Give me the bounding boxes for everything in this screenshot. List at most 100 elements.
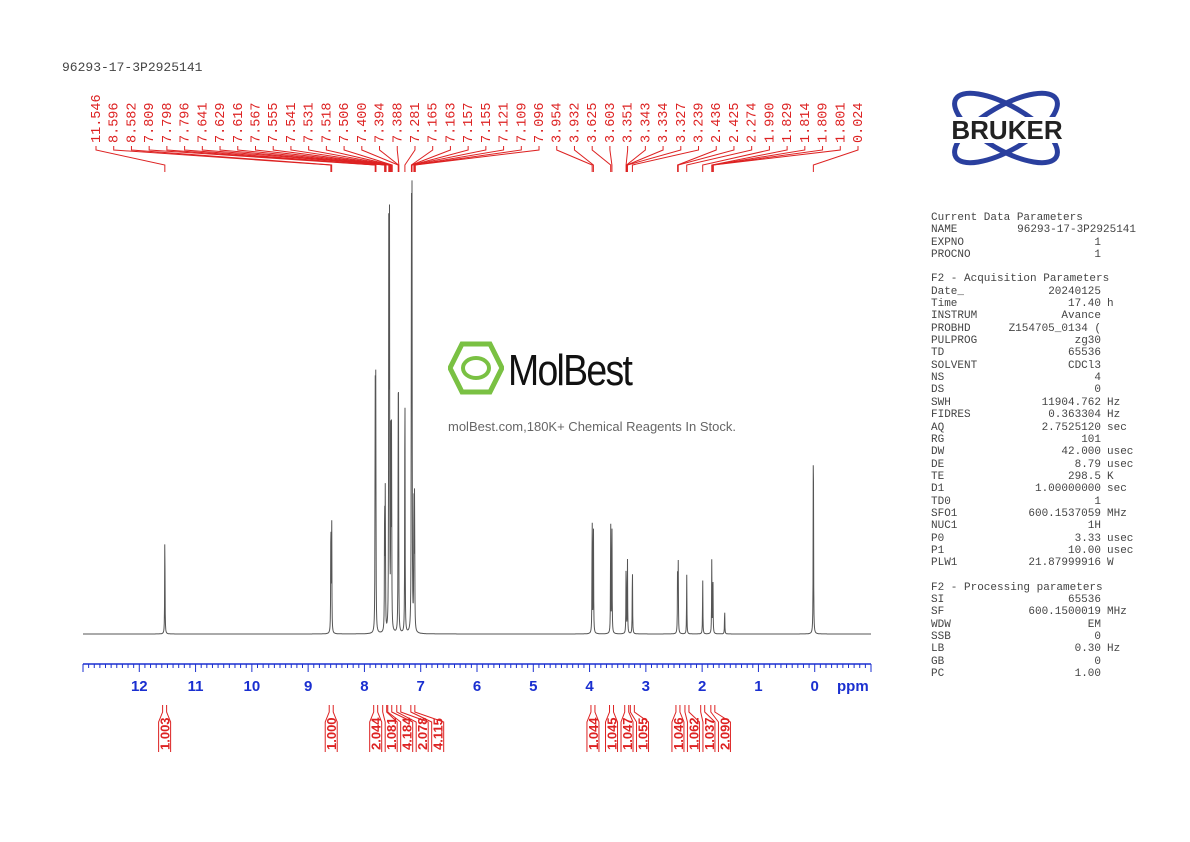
parameter-value: 3.33 — [1074, 532, 1101, 545]
peak-label: 7.400 — [356, 102, 371, 143]
parameter-unit: h — [1107, 298, 1114, 311]
peak-label: 7.163 — [444, 102, 459, 143]
x-tick-label: 0 — [811, 678, 819, 695]
integral-bracket — [629, 705, 650, 752]
parameter-value: 0 — [1094, 631, 1101, 643]
peak-label-leader — [677, 146, 717, 172]
parameter-value: 65536 — [1067, 593, 1101, 606]
peak-label: 3.625 — [586, 102, 601, 143]
peak-label-leader — [219, 146, 386, 172]
peak-label-leader — [325, 146, 393, 172]
x-tick-label: 2 — [698, 678, 706, 695]
x-tick-label: 1 — [754, 678, 762, 695]
peak-label-leader — [396, 146, 400, 172]
parameter-row: DE 8.79 usec — [931, 459, 1136, 471]
parameter-name: RG — [931, 433, 945, 446]
parameter-value: 1.00000000 — [1034, 483, 1101, 496]
parameter-row: DW 42.000 usec — [931, 446, 1136, 458]
parameter-value: 20240125 — [1048, 285, 1101, 298]
parameter-row: PLW1 21.87999916 W — [931, 557, 1136, 569]
peak-label-leader — [556, 146, 593, 172]
peak-label-leader — [686, 146, 753, 172]
parameter-row: TD0 1 — [931, 496, 1136, 508]
peak-label-leader — [411, 146, 487, 172]
parameter-value: 0 — [1094, 384, 1101, 397]
integral-bracket — [158, 705, 172, 752]
peak-label-leader — [712, 146, 841, 172]
integral-value: 2.090 — [717, 717, 732, 750]
parameter-row: RG 101 — [931, 434, 1136, 446]
parameter-name: P1 — [931, 544, 945, 557]
peak-label-leader — [343, 146, 393, 172]
parameter-value: 10.00 — [1067, 544, 1101, 557]
parameter-name: D1 — [931, 483, 945, 496]
parameter-value: 96293-17-3P2925141 — [1017, 224, 1136, 237]
parameter-name: SOLVENT — [931, 359, 978, 372]
peak-label-leader — [201, 146, 386, 172]
peak-label: 7.109 — [515, 102, 530, 143]
parameter-row: NS 4 — [931, 372, 1136, 384]
peak-label-leader — [413, 146, 505, 172]
parameter-name: INSTRUM — [931, 310, 978, 323]
integral-bracket — [620, 705, 634, 752]
parameter-unit — [1101, 347, 1107, 359]
parameter-unit: sec — [1107, 421, 1127, 434]
parameter-row: Date_ 20240125 — [931, 286, 1136, 298]
parameter-unit — [1101, 237, 1107, 249]
peak-label: 7.616 — [232, 102, 247, 143]
integral-value: 1.003 — [158, 717, 173, 750]
peak-label: 7.641 — [196, 102, 211, 143]
parameter-name: WDW — [931, 618, 951, 631]
parameter-row: NAME 96293-17-3P2925141 — [931, 224, 1136, 236]
parameter-unit — [1101, 249, 1107, 261]
parameter-row: DS 0 — [931, 384, 1136, 396]
peak-label: 7.388 — [391, 102, 406, 143]
bruker-wordmark: BRUKER — [951, 115, 1062, 145]
peak-label: 2.425 — [728, 102, 743, 143]
parameter-value: CDCl3 — [1067, 359, 1101, 372]
parameter-row: WDW EM — [931, 619, 1136, 631]
parameter-name: TE — [931, 470, 945, 483]
parameter-row: Time 17.40 h — [931, 298, 1136, 310]
integral-value: 1.000 — [324, 717, 339, 750]
parameter-row: PROBHD Z154705_0134 ( — [931, 323, 1136, 335]
parameter-value: 298.5 — [1067, 470, 1101, 483]
parameter-value: 4 — [1094, 372, 1101, 385]
parameter-unit: usec — [1107, 446, 1134, 459]
parameter-value: 1.00 — [1074, 668, 1101, 681]
peak-label: 1.829 — [781, 102, 796, 143]
parameter-value: 2.7525120 — [1041, 421, 1101, 434]
parameter-row: PC 1.00 — [931, 668, 1136, 680]
parameter-name: PC — [931, 668, 945, 681]
parameter-row: PULPROG zg30 — [931, 335, 1136, 347]
integral-bracket — [387, 705, 414, 752]
peak-label-leader — [591, 146, 612, 172]
peak-label: 7.567 — [249, 102, 264, 143]
parameter-unit — [1101, 631, 1107, 643]
parameter-value: 42.000 — [1061, 446, 1101, 459]
peak-label-leader — [609, 146, 613, 172]
integral-value: 1.045 — [605, 717, 620, 750]
parameter-name: TD — [931, 347, 945, 360]
peak-label-leader — [414, 146, 540, 172]
integral-bracket — [710, 705, 731, 752]
x-tick-label: 11 — [188, 678, 204, 695]
peak-label-leader — [95, 146, 166, 172]
peak-label-leader — [573, 146, 594, 172]
parameter-row: GB 0 — [931, 656, 1136, 668]
integral-bracket — [410, 705, 445, 752]
parameter-name: DE — [931, 458, 945, 471]
peak-label: 7.096 — [533, 102, 548, 143]
x-tick-label: 5 — [529, 678, 537, 695]
peak-label: 3.603 — [604, 102, 619, 143]
peak-label-leader — [130, 146, 333, 172]
parameter-name: P0 — [931, 532, 945, 545]
integral-value: 1.047 — [620, 717, 635, 750]
integral-value: 1.044 — [586, 717, 601, 750]
peak-label-leader — [113, 146, 332, 172]
parameter-unit — [1101, 335, 1107, 347]
parameter-name: DS — [931, 384, 945, 397]
peak-label-leader — [237, 146, 387, 172]
parameter-unit — [1101, 656, 1107, 668]
parameters-panel: Current Data Parameters NAME 96293-17-3P29… — [931, 212, 1136, 680]
